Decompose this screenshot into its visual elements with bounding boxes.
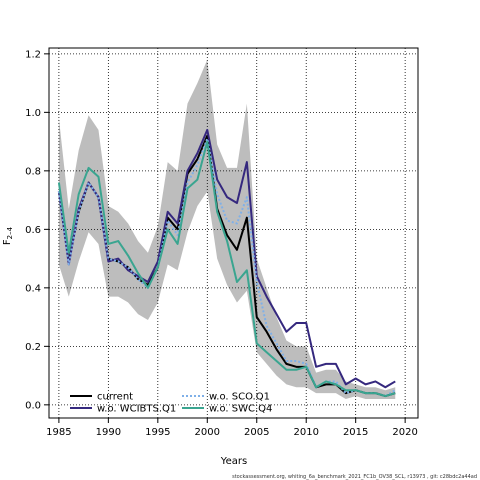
series-line-4 bbox=[57, 140, 396, 398]
y-axis: 0.0 0.2 0.4 0.6 0.8 1.0 1.2 bbox=[25, 49, 49, 411]
x-tick-label: 2015 bbox=[343, 427, 368, 438]
x-tick-label: 2010 bbox=[293, 427, 318, 438]
y-tick-label: 1.2 bbox=[25, 49, 41, 60]
y-tick-label: 0.0 bbox=[25, 400, 41, 411]
y-axis-title-main: F bbox=[2, 239, 13, 245]
x-axis-title: Years bbox=[220, 456, 247, 467]
x-axis: 1985 1990 1995 2000 2005 2010 2015 2020 bbox=[46, 418, 418, 438]
x-tick-label: 2020 bbox=[392, 427, 417, 438]
footnote: stockassessment.org, whiting_6a_benchmar… bbox=[232, 474, 477, 480]
x-tick-label: 2000 bbox=[195, 427, 220, 438]
y-axis-title-sub: 2–4 bbox=[6, 226, 14, 239]
y-tick-label: 0.8 bbox=[25, 166, 41, 177]
y-tick-label: 0.6 bbox=[25, 225, 41, 236]
legend-label-3: w.o. SCO.Q1 bbox=[209, 392, 270, 403]
series-layer bbox=[57, 128, 396, 398]
y-axis-title: F2–4 bbox=[2, 226, 14, 245]
x-tick-label: 1985 bbox=[46, 427, 71, 438]
confidence-band-layer bbox=[58, 59, 396, 399]
legend-label-1: current bbox=[97, 392, 133, 403]
y-tick-label: 1.0 bbox=[25, 108, 41, 119]
y-tick-label: 0.2 bbox=[25, 342, 41, 353]
x-tick-label: 1995 bbox=[145, 427, 170, 438]
legend-label-2: w.o. WCIBTS.Q1 bbox=[97, 404, 176, 415]
x-tick-label: 1990 bbox=[96, 427, 121, 438]
plot-frame bbox=[48, 47, 419, 419]
legend-label-4: w.o. SWC.Q4 bbox=[209, 404, 272, 415]
confidence-band bbox=[58, 59, 396, 399]
y-tick-label: 0.4 bbox=[25, 283, 41, 294]
x-tick-label: 2005 bbox=[244, 427, 269, 438]
